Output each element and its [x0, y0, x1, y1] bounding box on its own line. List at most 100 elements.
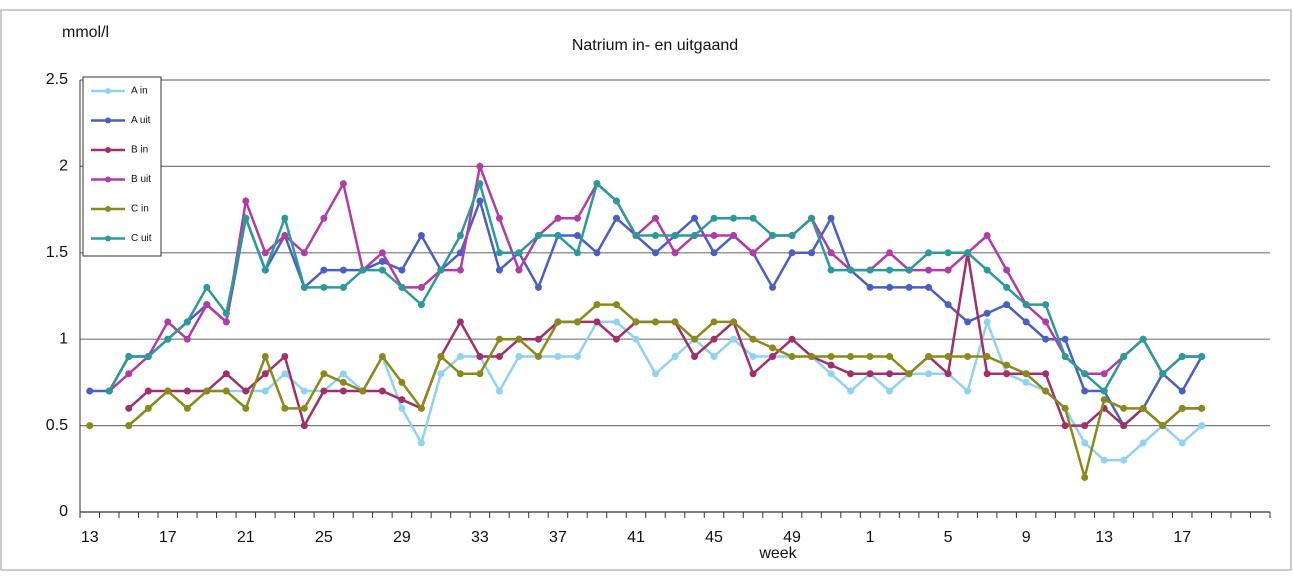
point: [281, 370, 289, 378]
point: [593, 318, 601, 326]
point: [339, 370, 347, 378]
point: [417, 283, 425, 291]
point: [925, 370, 933, 378]
point: [944, 249, 952, 257]
point: [1061, 422, 1069, 430]
point: [281, 404, 289, 412]
point: [1042, 370, 1050, 378]
point: [1198, 352, 1206, 360]
point: [398, 396, 406, 404]
point: [417, 439, 425, 447]
point: [886, 249, 894, 257]
point: [1022, 318, 1030, 326]
legend-label: C in: [131, 204, 149, 215]
point: [203, 387, 211, 395]
legend-label: A uit: [131, 115, 151, 126]
point: [183, 335, 191, 343]
point: [651, 232, 659, 240]
x-tick-label: 5: [944, 529, 953, 546]
point: [398, 283, 406, 291]
point: [476, 352, 484, 360]
point: [183, 387, 191, 395]
point: [1061, 335, 1069, 343]
point: [554, 214, 562, 222]
point: [808, 214, 816, 222]
legend-marker: [105, 235, 111, 242]
point: [925, 249, 933, 257]
point: [612, 301, 620, 309]
point: [359, 266, 367, 274]
point: [378, 266, 386, 274]
point: [554, 352, 562, 360]
point: [515, 266, 523, 274]
point: [691, 214, 699, 222]
point: [281, 232, 289, 240]
point: [827, 361, 835, 369]
point: [905, 283, 913, 291]
point: [1081, 387, 1089, 395]
point: [320, 214, 328, 222]
point: [242, 214, 250, 222]
point: [788, 249, 796, 257]
point: [1003, 283, 1011, 291]
point: [632, 318, 640, 326]
point: [183, 318, 191, 326]
point: [866, 370, 874, 378]
point: [769, 232, 777, 240]
point: [105, 387, 113, 395]
point: [222, 318, 230, 326]
point: [1003, 370, 1011, 378]
point: [1178, 352, 1186, 360]
point: [125, 404, 133, 412]
point: [983, 370, 991, 378]
point: [456, 370, 464, 378]
point: [749, 335, 757, 343]
point: [1100, 370, 1108, 378]
point: [534, 283, 542, 291]
point: [1042, 387, 1050, 395]
point: [573, 232, 581, 240]
point: [515, 335, 523, 343]
point: [495, 352, 503, 360]
point: [944, 352, 952, 360]
point: [1100, 396, 1108, 404]
point: [749, 249, 757, 257]
point: [730, 232, 738, 240]
point: [1061, 352, 1069, 360]
x-tick-label: 17: [159, 529, 177, 546]
point: [964, 249, 972, 257]
point: [164, 387, 172, 395]
point: [925, 352, 933, 360]
legend-label: A in: [131, 86, 148, 97]
point: [476, 162, 484, 170]
point: [261, 352, 269, 360]
point: [886, 266, 894, 274]
point: [710, 352, 718, 360]
point: [242, 197, 250, 205]
point: [300, 422, 308, 430]
point: [476, 197, 484, 205]
x-tick-label: 29: [393, 529, 411, 546]
point: [573, 249, 581, 257]
point: [125, 352, 133, 360]
point: [1120, 404, 1128, 412]
point: [964, 352, 972, 360]
point: [1022, 301, 1030, 309]
point: [944, 301, 952, 309]
point: [612, 214, 620, 222]
point: [925, 283, 933, 291]
point: [456, 266, 464, 274]
point: [339, 378, 347, 386]
point: [417, 404, 425, 412]
point: [886, 283, 894, 291]
legend-marker: [105, 117, 111, 124]
point: [808, 352, 816, 360]
point: [983, 318, 991, 326]
y-tick-label: 0.5: [46, 417, 68, 434]
legend-box: [82, 76, 162, 257]
legend-label: B in: [131, 145, 148, 156]
x-tick-label: 37: [549, 529, 567, 546]
point: [1042, 335, 1050, 343]
point: [554, 232, 562, 240]
point: [242, 404, 250, 412]
